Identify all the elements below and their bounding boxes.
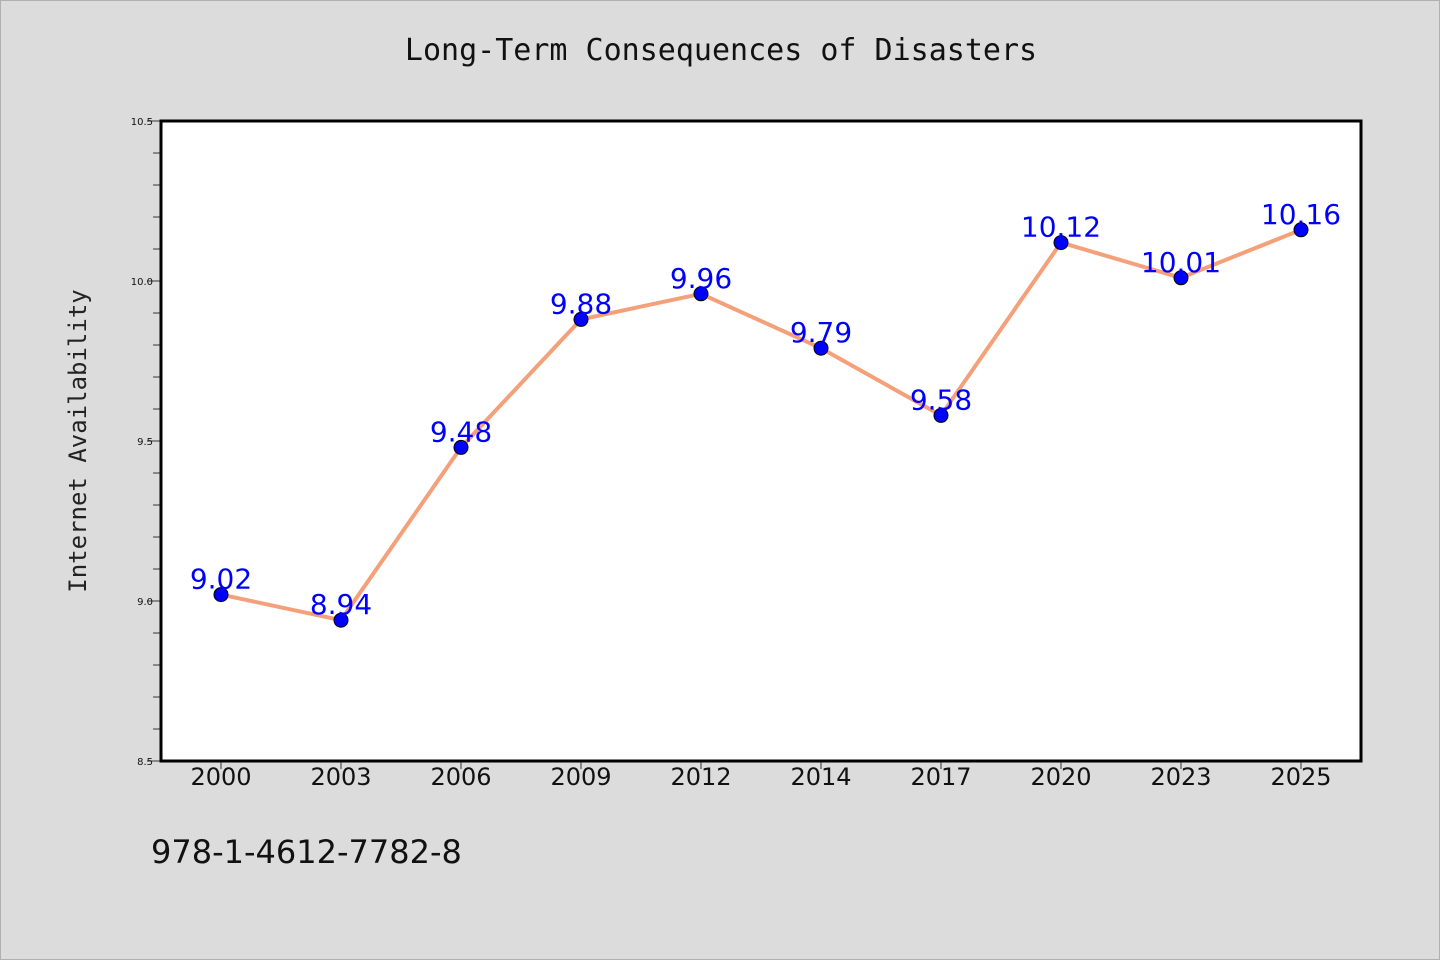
data-point (213, 587, 229, 603)
x-tick-label: 2009 (550, 763, 611, 791)
y-tick-label: 8.5 (137, 757, 153, 768)
y-tick-label: 9.0 (137, 597, 153, 608)
data-point (933, 407, 949, 423)
y-tick-label: 10.5 (131, 117, 153, 128)
x-tick-label: 2025 (1270, 763, 1331, 791)
x-tick-label: 2020 (1030, 763, 1091, 791)
plot-frame (159, 119, 1363, 763)
x-tick-label: 2017 (910, 763, 971, 791)
chart-title: Long-Term Consequences of Disasters (404, 33, 1038, 68)
data-label: 9.88 (550, 287, 612, 320)
x-tick-label: 2000 (190, 763, 251, 791)
data-point (573, 311, 589, 327)
y-tick-label: 10.0 (131, 277, 153, 288)
data-label: 9.58 (910, 383, 972, 416)
isbn-text: 978-1-4612-7782-8 (151, 833, 462, 871)
x-tick-label: 2014 (790, 763, 851, 791)
plot-area (161, 121, 1361, 761)
data-point (1173, 270, 1189, 286)
data-label: 9.79 (790, 316, 852, 349)
x-tick-label: 2003 (310, 763, 371, 791)
data-label: 9.48 (430, 415, 492, 448)
data-label: 10.16 (1261, 198, 1341, 231)
x-tick-label: 2006 (430, 763, 491, 791)
data-point (453, 439, 469, 455)
data-point (1293, 222, 1309, 238)
x-tick-label: 2012 (670, 763, 731, 791)
data-label: 9.96 (670, 262, 732, 295)
data-point (813, 340, 829, 356)
data-label: 10.12 (1021, 211, 1101, 244)
data-label: 8.94 (310, 588, 372, 621)
series-line (220, 227, 1302, 623)
data-point (333, 612, 349, 628)
data-point (693, 286, 709, 302)
data-label: 9.02 (190, 563, 252, 596)
x-tick-label: 2023 (1150, 763, 1211, 791)
data-point (1053, 235, 1069, 251)
data-label: 10.01 (1141, 246, 1221, 279)
y-tick-label: 9.5 (137, 437, 153, 448)
